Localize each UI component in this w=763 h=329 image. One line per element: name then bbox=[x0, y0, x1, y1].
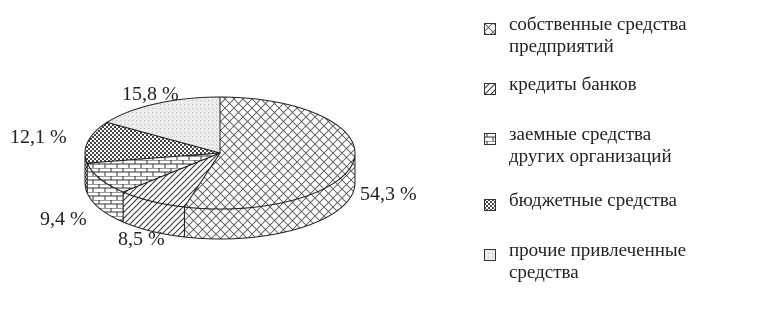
legend-label: бюджетные средства bbox=[509, 190, 677, 211]
legend-label: кредиты банков bbox=[509, 74, 637, 95]
legend-item: бюджетные средства bbox=[484, 190, 756, 212]
slice-value-label: 9,4 % bbox=[40, 208, 87, 230]
legend-swatch-graphic bbox=[484, 249, 496, 261]
slice-value-label: 8,5 % bbox=[118, 228, 165, 250]
legend-swatch-graphic bbox=[484, 23, 496, 35]
legend-swatch bbox=[484, 195, 496, 211]
pie-slice bbox=[84, 121, 221, 164]
legend-label: прочие привлеченные средства bbox=[509, 240, 687, 283]
pie-slice bbox=[86, 152, 221, 193]
legend-swatch bbox=[484, 245, 496, 261]
legend-swatch-graphic bbox=[484, 133, 496, 145]
pie-slice bbox=[105, 96, 221, 154]
legend-swatch-graphic bbox=[484, 83, 496, 95]
legend-swatch bbox=[484, 79, 496, 95]
slice-value-label: 12,1 % bbox=[10, 126, 67, 148]
legend-item: собственные средства предприятий bbox=[484, 14, 756, 58]
legend-item: прочие привлеченные средства bbox=[484, 240, 756, 284]
legend-swatch bbox=[484, 129, 496, 145]
pie-chart: 54,3 % 8,5 % 9,4 % 12,1 % 15,8 % bbox=[10, 83, 417, 250]
legend: собственные средства предприятий кредиты… bbox=[484, 14, 756, 284]
slice-value-label: 54,3 % bbox=[360, 183, 417, 205]
legend-swatch bbox=[484, 19, 496, 35]
slice-value-label: 15,8 % bbox=[122, 83, 179, 105]
legend-item: заемные средства других организаций bbox=[484, 124, 756, 168]
legend-label: собственные средства предприятий bbox=[509, 14, 687, 57]
legend-item: кредиты банков bbox=[484, 74, 756, 96]
legend-label: заемные средства других организаций bbox=[509, 124, 672, 167]
pie-slice bbox=[183, 96, 356, 210]
legend-swatch-graphic bbox=[484, 199, 496, 211]
